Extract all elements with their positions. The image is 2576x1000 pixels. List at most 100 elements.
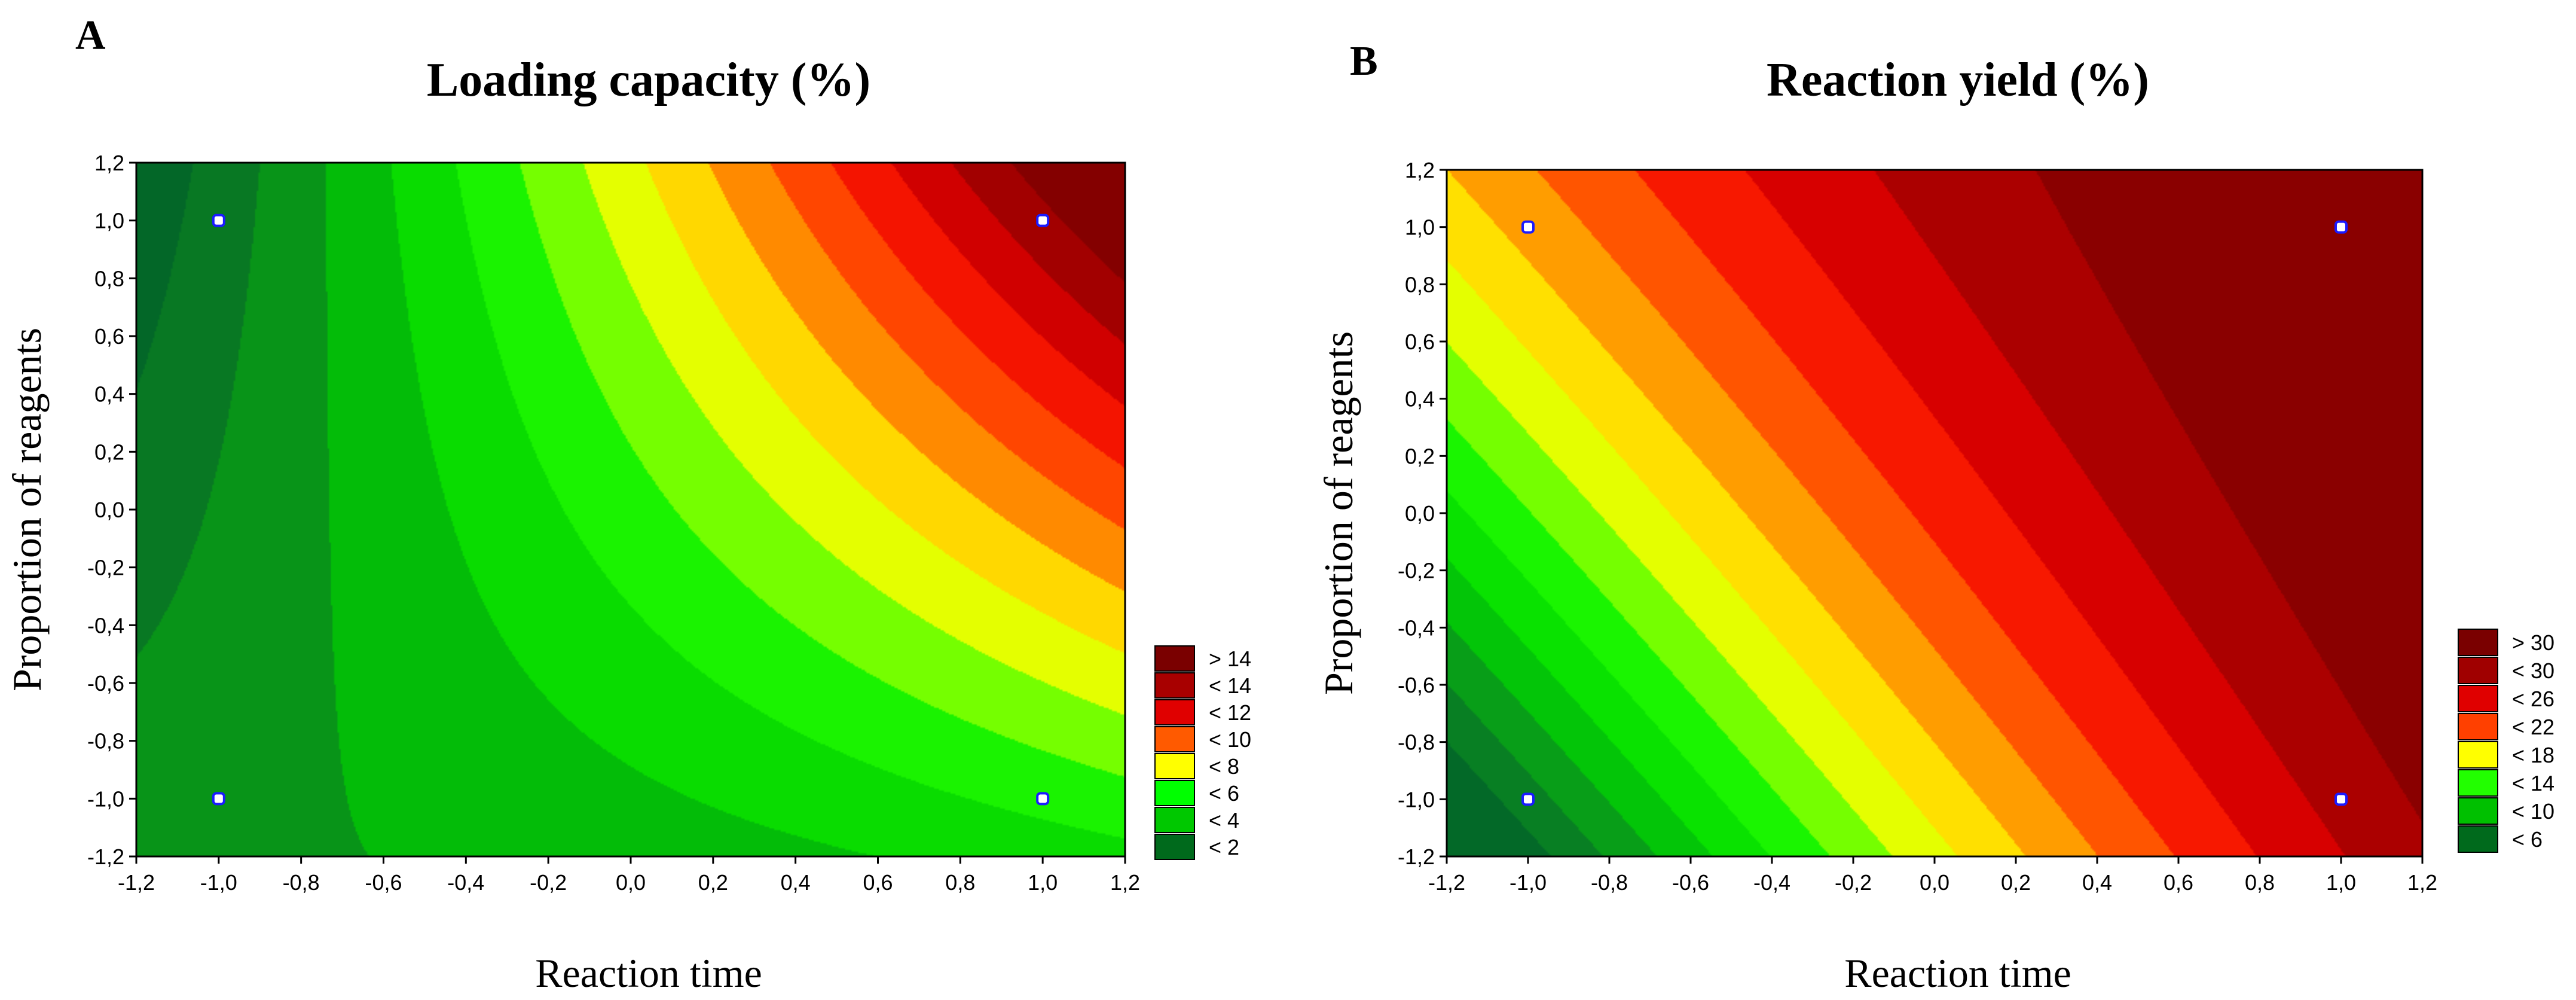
- y-tick-label: -0,4: [87, 613, 124, 638]
- legend-swatch: [1155, 700, 1194, 725]
- legend-label: < 12: [1209, 700, 1251, 725]
- x-tick-label: 0,6: [2164, 870, 2193, 895]
- x-tick-label: 0,2: [2001, 870, 2031, 895]
- legend-label: < 22: [2512, 715, 2554, 739]
- y-tick-label: 0,6: [1405, 330, 1435, 354]
- plot-area-b: [1447, 170, 2422, 856]
- x-tick-label: 0,8: [2245, 870, 2275, 895]
- legend-swatch: [1155, 781, 1194, 806]
- x-tick-label: -1,0: [200, 870, 237, 895]
- y-tick-label: -0,4: [1398, 615, 1435, 640]
- y-tick-label: 1,2: [1405, 158, 1435, 182]
- legend-swatch: [2458, 685, 2498, 712]
- chart-title-b: Reaction yield (%): [1767, 54, 2149, 106]
- design-point: [213, 215, 224, 226]
- x-tick-label: 0,0: [1920, 870, 1949, 895]
- legend-swatch: [2458, 826, 2498, 852]
- legend-swatch: [2458, 657, 2498, 684]
- y-tick-label: 1,0: [94, 209, 124, 233]
- x-tick-label: -1,2: [1428, 870, 1465, 895]
- y-tick-label: -0,8: [87, 729, 124, 754]
- panel-b: B Reaction yield (%) -1,2 -1,0 -0,8 -0,6 -0,…: [1316, 38, 2554, 996]
- x-tick-label: 0,6: [863, 870, 893, 895]
- y-tick-label: 1,2: [94, 151, 124, 175]
- legend-swatch: [1155, 754, 1194, 779]
- y-axis-label-a: Proportion of reagents: [4, 328, 50, 691]
- x-tick-label: -0,4: [1753, 870, 1790, 895]
- figure: A Loading capacity (%) -1,2 -1,0 -0,8 -0,6-…: [0, 0, 2576, 1000]
- y-tick-label: -0,6: [87, 671, 124, 696]
- design-point: [213, 793, 224, 804]
- y-tick-label: -1,2: [87, 844, 124, 869]
- y-tick-label: 0,0: [94, 498, 124, 522]
- design-point: [2336, 222, 2346, 233]
- legend-swatch: [2458, 714, 2498, 740]
- x-axis-ticks-b: -1,2 -1,0 -0,8 -0,6 -0,4 -0,2 0,0 0,2 0,4 0,6 0,8 1…: [1428, 856, 2437, 895]
- x-tick-label: 0,4: [2082, 870, 2112, 895]
- legend-label: < 6: [2512, 827, 2543, 852]
- legend-label: > 30: [2512, 630, 2554, 655]
- design-point: [2336, 794, 2346, 804]
- panel-a: A Loading capacity (%) -1,2 -1,0 -0,8 -0,6-…: [4, 13, 1251, 996]
- legend-label: < 10: [1209, 727, 1251, 752]
- x-tick-label: -1,2: [118, 870, 155, 895]
- y-tick-label: 1,0: [1405, 215, 1435, 240]
- y-tick-label: 0,8: [1405, 272, 1435, 297]
- design-point: [1037, 215, 1048, 226]
- x-axis-label-a: Reaction time: [535, 950, 762, 996]
- panel-letter-b: B: [1350, 38, 1378, 84]
- legend-a: > 14< 14< 12< 10< 8< 6< 4< 2: [1155, 646, 1251, 859]
- x-tick-label: -0,6: [1672, 870, 1709, 895]
- legend-b: > 30 < 30 < 26 < 22 < 18 < 14 < 10 < 6: [2458, 629, 2554, 852]
- y-tick-label: 0,4: [94, 382, 124, 407]
- legend-label: < 30: [2512, 658, 2554, 683]
- y-tick-label: -0,6: [1398, 673, 1435, 697]
- legend-label: < 14: [1209, 673, 1251, 698]
- legend-swatch: [2458, 629, 2498, 656]
- x-tick-label: -1,0: [1509, 870, 1547, 895]
- contour-surface-b: [1447, 170, 2422, 856]
- x-tick-label: 1,2: [1110, 870, 1140, 895]
- y-tick-label: -1,2: [1398, 844, 1435, 869]
- legend-label: < 8: [1209, 754, 1239, 779]
- legend-label: < 6: [1209, 781, 1239, 806]
- x-tick-label: -0,8: [1591, 870, 1628, 895]
- legend-label: < 26: [2512, 687, 2554, 711]
- legend-label: < 10: [2512, 799, 2554, 824]
- x-tick-label: -0,2: [1835, 870, 1872, 895]
- y-tick-label: -0,8: [1398, 730, 1435, 755]
- x-tick-label: 0,2: [698, 870, 728, 895]
- x-tick-label: 0,4: [781, 870, 811, 895]
- y-tick-label: -0,2: [1398, 559, 1435, 583]
- legend-swatch: [1155, 646, 1194, 671]
- plot-area-a: [136, 163, 1125, 856]
- x-tick-label: -0,2: [530, 870, 567, 895]
- y-tick-label: -1,0: [1398, 787, 1435, 812]
- legend-label: < 4: [1209, 808, 1239, 833]
- y-tick-label: 0,2: [1405, 444, 1435, 468]
- legend-label: < 14: [2512, 771, 2554, 795]
- panel-letter-a: A: [75, 13, 106, 59]
- legend-swatch: [2458, 798, 2498, 824]
- x-axis-ticks-a: -1,2 -1,0 -0,8 -0,6 -0,4 -0,2 0,0 0,2 0,4 0,6 0,8 1…: [118, 856, 1140, 895]
- x-tick-label: 0,0: [616, 870, 646, 895]
- legend-swatch: [2458, 742, 2498, 768]
- y-tick-label: 0,4: [1405, 387, 1435, 411]
- legend-swatch: [2458, 770, 2498, 796]
- legend-swatch: [1155, 727, 1194, 752]
- y-tick-label: 0,0: [1405, 501, 1435, 526]
- legend-label: > 14: [1209, 647, 1251, 671]
- x-tick-label: -0,6: [365, 870, 402, 895]
- legend-label: < 18: [2512, 743, 2554, 767]
- y-axis-label-b: Proportion of reagents: [1316, 331, 1361, 695]
- y-tick-label: -0,2: [87, 556, 124, 580]
- x-tick-label: -0,8: [283, 870, 320, 895]
- y-axis-ticks-a: 1,2 1,0 0,8 0,6 0,4 0,2 0,0 -0,2 -0,4 -0,6 -0,8 -1,…: [87, 151, 136, 869]
- x-tick-label: 0,8: [945, 870, 975, 895]
- design-point: [1523, 222, 1533, 233]
- y-tick-label: 0,2: [94, 440, 124, 464]
- y-tick-label: -1,0: [87, 786, 124, 811]
- legend-swatch: [1155, 834, 1194, 859]
- y-tick-label: 0,8: [94, 266, 124, 291]
- legend-swatch: [1155, 673, 1194, 698]
